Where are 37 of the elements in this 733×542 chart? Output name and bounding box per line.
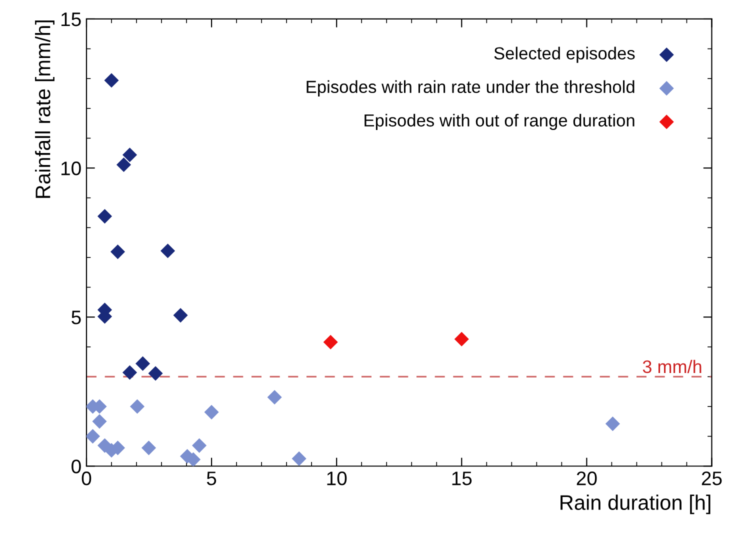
x-axis-title: Rain duration [h]	[560, 494, 710, 514]
x-tick-label: 10	[327, 471, 347, 486]
y-tick-label: 0	[72, 460, 81, 474]
legend-label: Episodes with out of range duration	[364, 114, 634, 130]
point	[267, 390, 282, 405]
point	[92, 414, 107, 429]
legend-label: Episodes with rain rate under the threshold	[306, 80, 634, 96]
point	[86, 429, 100, 444]
point	[173, 308, 188, 323]
point	[110, 244, 126, 260]
ref-line-label: 3 mm/h	[642, 360, 702, 374]
point	[130, 399, 145, 414]
x-tick-label: 20	[576, 471, 597, 486]
y-tick-label: 15	[61, 12, 81, 26]
point	[454, 332, 469, 346]
point	[148, 366, 163, 381]
x-tick-label: 5	[206, 472, 216, 486]
x-tick-label: 25	[702, 471, 722, 486]
point	[160, 244, 176, 258]
legend-label: Selected episodes	[494, 46, 635, 63]
point	[122, 148, 138, 162]
point	[292, 451, 306, 466]
point	[605, 416, 620, 432]
point	[97, 209, 112, 224]
point	[104, 73, 119, 88]
point	[204, 404, 219, 420]
x-tick-label: 15	[452, 472, 472, 486]
point	[135, 356, 150, 371]
point	[116, 157, 132, 172]
y-tick-label: 10	[61, 161, 81, 176]
point	[141, 440, 156, 456]
y-axis-title: Rainfall rate [mm/h]	[35, 20, 54, 198]
point	[122, 365, 138, 380]
point	[192, 438, 207, 453]
x-tick-label: 0	[82, 471, 92, 486]
y-tick-label: 5	[72, 310, 81, 324]
point	[323, 334, 338, 350]
